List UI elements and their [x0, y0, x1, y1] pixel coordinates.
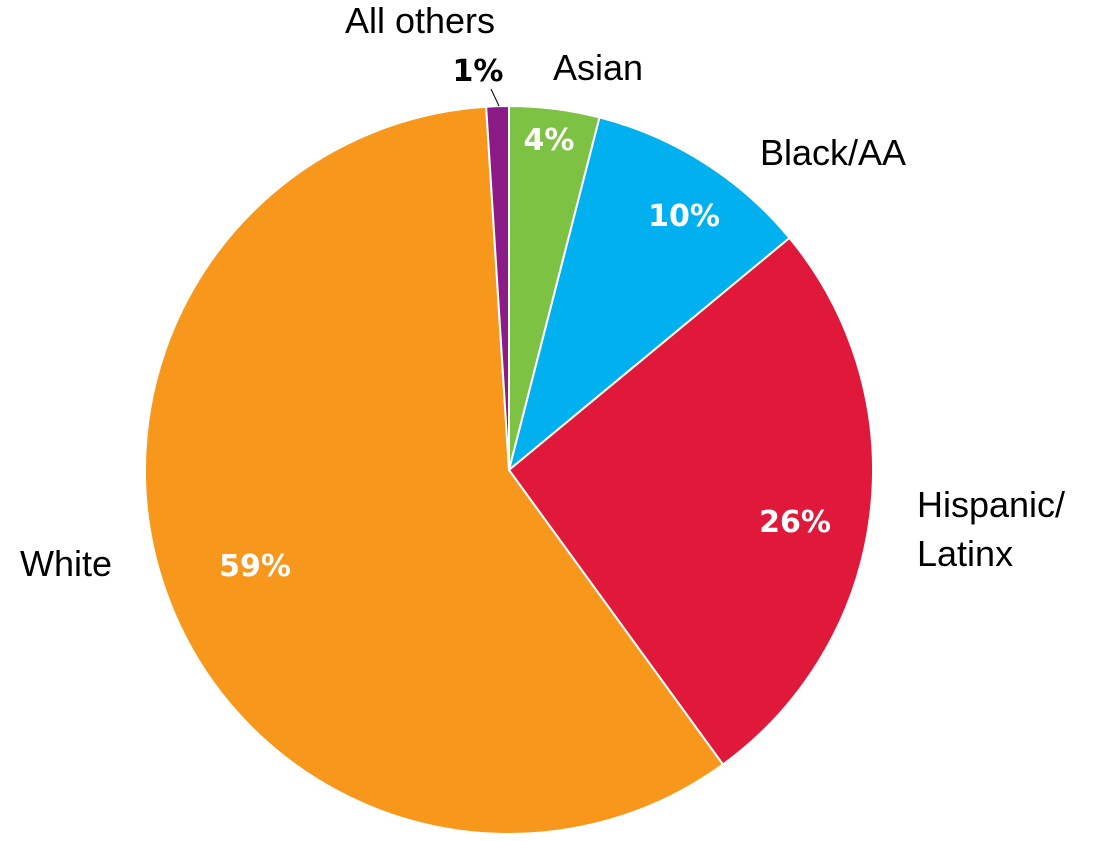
pie-slices — [144, 105, 874, 835]
pie-slice-hispanic-latinx — [508, 236, 874, 766]
pie-labels: 4% Asian 10% Black/AA 26% Hispanic/Latinx 59% W… — [20, 0, 1065, 584]
percent-label-white: 59% — [219, 549, 291, 584]
category-label-hispanic-latinx-line-1: Hispanic/ — [917, 484, 1065, 525]
category-label-asian: Asian — [553, 47, 643, 88]
percent-label-hispanic-latinx: 26% — [759, 505, 831, 540]
percent-label-asian: 4% — [524, 123, 575, 158]
percent-label-black-aa: 10% — [648, 199, 720, 234]
pie-slice-white — [144, 105, 724, 835]
pie-slice-all-others — [485, 105, 510, 471]
percent-label-all-others: 1% — [453, 54, 504, 89]
category-label-black-aa: Black/AA — [760, 132, 906, 173]
leader-line-all-others — [490, 88, 500, 107]
category-label-hispanic-latinx-line-2: Latinx — [917, 533, 1013, 574]
category-label-all-others: All others — [345, 0, 495, 41]
pie-slice-black-aa — [508, 116, 791, 471]
category-label-white: White — [20, 543, 112, 584]
